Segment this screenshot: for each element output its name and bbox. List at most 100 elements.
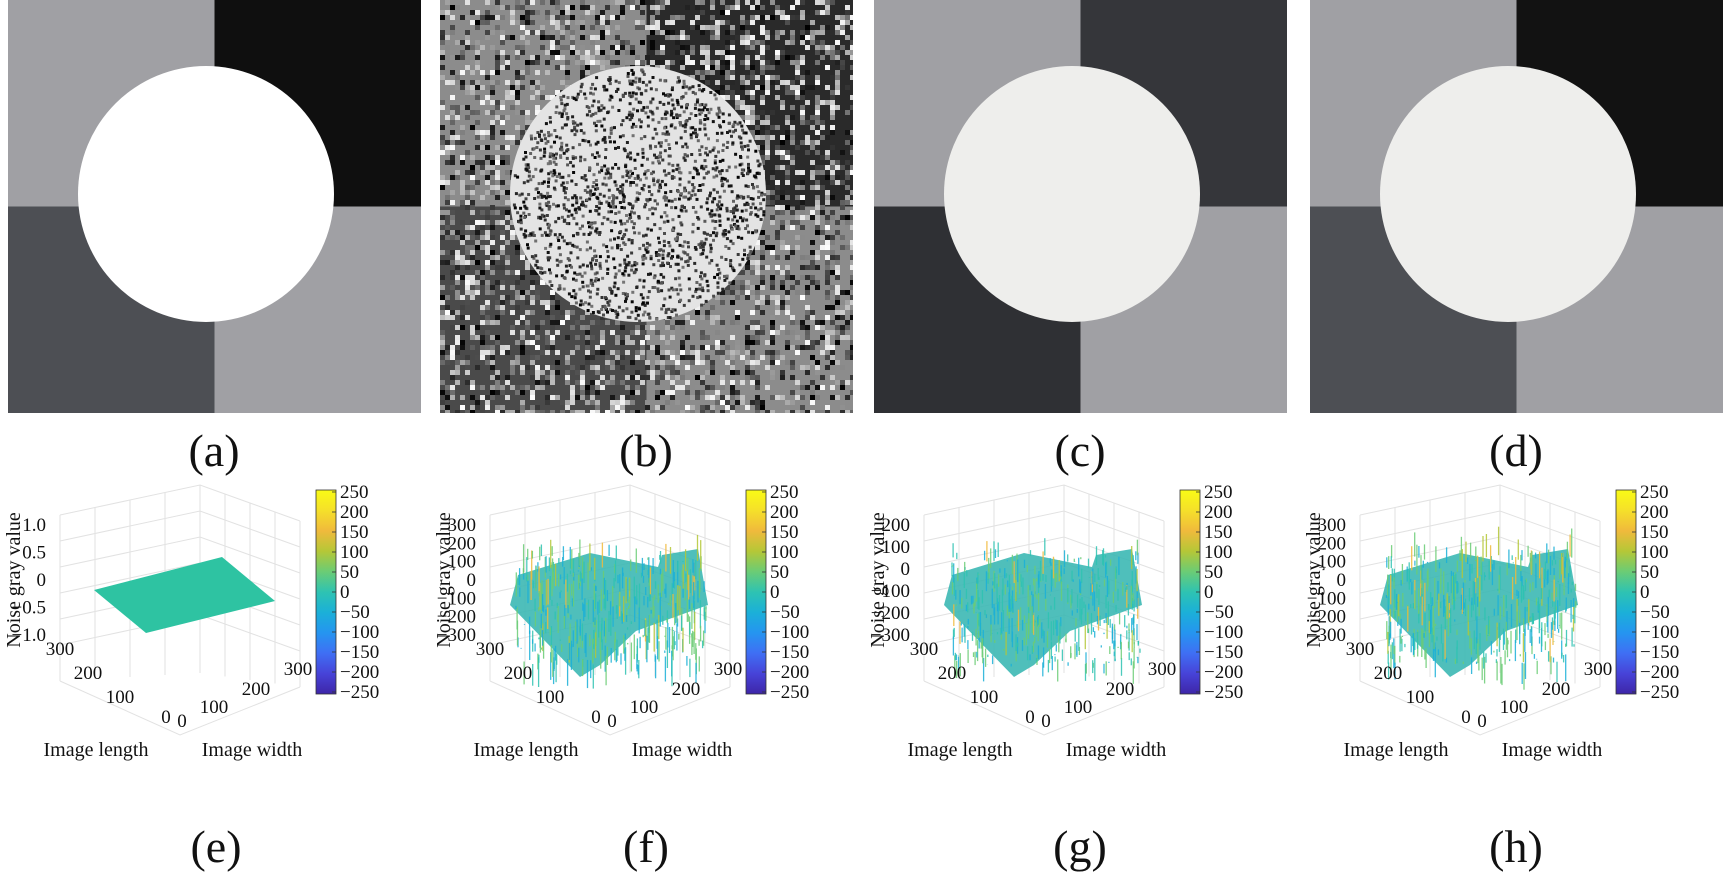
plot-h: 300 200 100 0 −100 −200 −300 Noise gray value 30… <box>1300 482 1732 835</box>
colorbar-tick-label: 250 <box>770 482 799 503</box>
caption-a: (a) <box>188 425 240 476</box>
caption-g: (g) <box>1053 821 1107 872</box>
noise-surface <box>944 538 1142 684</box>
x-tick-label: 0 <box>1025 707 1035 728</box>
colorbar-tick-label: 150 <box>770 522 799 543</box>
z-axis-label: Noise gray value <box>1303 512 1325 648</box>
colorbar-tick-label: −150 <box>1204 642 1243 663</box>
z-tick-label: 0 <box>467 570 477 591</box>
y-axis-label: Image width <box>632 739 733 761</box>
caption-b: (b) <box>619 425 673 476</box>
y-tick-label: 200 <box>1542 679 1571 700</box>
z-axis-label: Noise gray value <box>867 512 889 648</box>
x-axis-label: Image length <box>474 739 579 761</box>
plot-f: 300 200 100 0 −100 −200 −300 Noise gray value 30… <box>430 482 862 835</box>
y-tick-label: 100 <box>200 697 229 718</box>
x-tick-label: 100 <box>106 687 135 708</box>
colorbar-tick-label: −200 <box>340 662 379 683</box>
x-tick-label: 100 <box>970 687 999 708</box>
z-tick-label: −200 <box>871 603 910 624</box>
z-tick-label: −0.5 <box>12 598 46 619</box>
z-tick-label: −200 <box>437 607 476 628</box>
x-tick-label: 0 <box>591 707 601 728</box>
y-tick-label: 0 <box>177 711 187 732</box>
colorbar-tick-label: 50 <box>1204 562 1223 583</box>
z-tick-label: −100 <box>871 581 910 602</box>
z-tick-label: 1.0 <box>22 515 46 536</box>
colorbar-tick-label: −50 <box>770 602 800 623</box>
x-axis-label: Image length <box>908 739 1013 761</box>
y-tick-label: 300 <box>284 659 313 680</box>
noise-surface <box>510 534 708 689</box>
z-tick-label: −100 <box>437 588 476 609</box>
z-tick-label: 0 <box>37 570 47 591</box>
panel-b-image <box>440 0 853 413</box>
colorbar-tick-label: −100 <box>1640 622 1679 643</box>
colorbar-tick-label: −250 <box>340 682 379 703</box>
colorbar-tick-label: 200 <box>770 502 799 523</box>
y-axis-label: Image width <box>202 739 303 761</box>
y-axis-ticks: 0 100 200 300 <box>1477 659 1612 732</box>
colorbar-tick-label: 150 <box>1204 522 1233 543</box>
y-axis-label: Image width <box>1502 739 1603 761</box>
y-tick-label: 300 <box>714 659 743 680</box>
noise-surface <box>94 557 275 633</box>
colorbar-tick-label: 250 <box>1204 482 1233 503</box>
caption-c: (c) <box>1054 425 1106 476</box>
x-tick-label: 0 <box>1461 707 1471 728</box>
colorbar-tick-label: 100 <box>340 542 369 563</box>
colorbar-tick-label: 150 <box>1640 522 1669 543</box>
colorbar-tick-label: 0 <box>1640 582 1650 603</box>
z-tick-label: −300 <box>871 625 910 646</box>
x-tick-label: 300 <box>476 639 505 660</box>
x-tick-label: 300 <box>46 639 75 660</box>
z-tick-label: 0.5 <box>22 543 46 564</box>
colorbar-tick-label: −150 <box>1640 642 1679 663</box>
y-tick-label: 300 <box>1148 659 1177 680</box>
colorbar-tick-label: −100 <box>1204 622 1243 643</box>
colorbar-tick-label: −250 <box>1640 682 1679 703</box>
y-tick-label: 100 <box>1064 697 1093 718</box>
colorbar-tick-label: 250 <box>340 482 369 503</box>
y-tick-label: 0 <box>607 711 617 732</box>
x-axis-label: Image length <box>44 739 149 761</box>
colorbar-tick-label: −50 <box>1204 602 1234 623</box>
z-tick-label: 100 <box>448 552 477 573</box>
x-tick-label: 300 <box>1346 639 1375 660</box>
colorbar-tick-label: −200 <box>1640 662 1679 683</box>
y-axis-label: Image width <box>1066 739 1167 761</box>
z-tick-label: 200 <box>1318 533 1347 554</box>
caption-e: (e) <box>190 821 242 872</box>
colorbar-tick-label: 150 <box>340 522 369 543</box>
colorbar-tick-label: −250 <box>770 682 809 703</box>
colorbar-tick-label: 200 <box>340 502 369 523</box>
colorbar-tick-label: −200 <box>1204 662 1243 683</box>
colorbar-tick-label: 100 <box>770 542 799 563</box>
y-tick-label: 200 <box>672 679 701 700</box>
colorbar-tick-label: 0 <box>770 582 780 603</box>
colorbar-tick-label: −200 <box>770 662 809 683</box>
z-tick-label: −1.0 <box>12 625 46 646</box>
x-tick-label: 100 <box>536 687 565 708</box>
axes-grid <box>59 484 301 736</box>
colorbar-tick-label: −100 <box>770 622 809 643</box>
x-tick-label: 100 <box>1406 687 1435 708</box>
y-axis-ticks: 0 100 200 300 <box>1041 659 1176 732</box>
colorbar-tick-label: 50 <box>770 562 789 583</box>
z-tick-label: 300 <box>448 515 477 536</box>
x-tick-label: 200 <box>1374 663 1403 684</box>
z-axis-label: Noise gray value <box>433 512 455 648</box>
y-tick-label: 100 <box>630 697 659 718</box>
plot-g: 200 100 0 −100 −200 −300 Noise gray value 300 20… <box>864 482 1296 835</box>
flat-surface <box>94 557 275 633</box>
z-tick-label: 200 <box>882 515 911 536</box>
z-tick-label: −200 <box>1307 607 1346 628</box>
